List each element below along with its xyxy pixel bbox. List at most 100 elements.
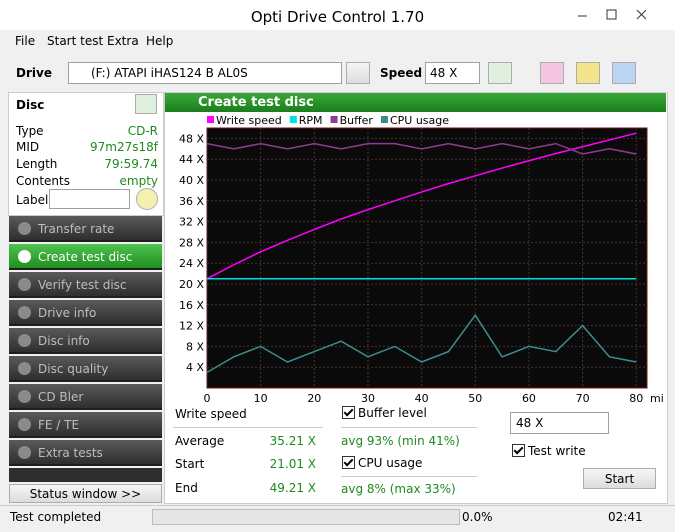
legend-label: RPM <box>299 114 323 127</box>
y-tick-label: 48 X <box>179 132 204 145</box>
separator <box>173 427 323 428</box>
x-tick-label: 80 <box>629 392 643 404</box>
menu-item[interactable]: File <box>15 34 36 48</box>
legend-swatch <box>207 116 214 123</box>
erase-button[interactable] <box>540 62 564 84</box>
nav-text[interactable]: Drive info <box>38 306 97 320</box>
x-tick-label: 30 <box>361 392 375 404</box>
nav-item[interactable]: Disc info <box>9 328 162 354</box>
chart: 4 X 8 X 12 X 16 X 20 X 24 X 28 X 32 X 36 X 40 X 44… <box>179 114 664 404</box>
menu-item[interactable]: Start test <box>47 34 104 48</box>
nav-item[interactable]: Create test disc <box>9 244 162 270</box>
speed-select[interactable]: 48 X <box>510 412 609 434</box>
y-tick-label: 4 X <box>186 361 204 374</box>
progress-bar <box>152 509 460 525</box>
stat-value: 35.21 X <box>269 434 316 448</box>
y-tick-label: 8 X <box>186 340 204 353</box>
close[interactable] <box>636 9 647 20</box>
legend-label: Buffer <box>340 114 374 127</box>
stat-label: Average <box>175 434 225 448</box>
nav-text[interactable]: Disc quality <box>38 362 109 376</box>
field-value: 97m27s18f <box>90 140 158 154</box>
y-tick-label: 40 X <box>179 174 204 187</box>
speed-select[interactable]: 48 X <box>425 62 480 84</box>
eject-button[interactable] <box>346 62 370 84</box>
settings-button[interactable] <box>576 62 600 84</box>
y-tick-label: 36 X <box>179 195 204 208</box>
y-tick-label: 28 X <box>179 236 204 249</box>
progress-text: 0.0% <box>462 510 493 524</box>
x-tick-label: 20 <box>307 392 321 404</box>
field-value: empty <box>119 174 159 188</box>
y-tick-label: 24 X <box>179 257 204 270</box>
plot-area <box>206 127 648 389</box>
x-tick-label: 10 <box>254 392 268 404</box>
status-text: Test completed <box>10 510 102 524</box>
field-value: 79:59.74 <box>104 157 158 171</box>
legend-label: CPU usage <box>390 114 449 127</box>
series-line <box>206 132 637 280</box>
field-label: Contents <box>16 174 70 188</box>
series-line <box>206 142 637 155</box>
window-controls[interactable] <box>560 0 675 30</box>
menu-item[interactable]: Help <box>146 34 174 48</box>
status-window-button[interactable]: Status window >> <box>9 484 162 503</box>
nav-item[interactable]: CD Bler <box>9 384 162 410</box>
nav-item[interactable]: FE / TE <box>9 412 162 438</box>
checkbox-label[interactable]: Test write <box>528 444 586 458</box>
legend-swatch <box>289 116 297 123</box>
stat-label: Start <box>175 457 205 471</box>
nav-text[interactable]: CD Bler <box>38 390 84 404</box>
field-label: Length <box>16 157 58 171</box>
panel-title: Create test disc <box>165 93 666 112</box>
nav-item[interactable]: Drive info <box>9 300 162 326</box>
nav-item[interactable]: Disc quality <box>9 356 162 382</box>
checkbox-label[interactable]: Buffer level <box>358 406 427 420</box>
label-input[interactable] <box>49 189 130 209</box>
field-value: CD-R <box>127 124 158 138</box>
y-tick-label: 44 X <box>179 153 204 166</box>
disc-title: Disc <box>16 98 45 112</box>
x-tick-label: 70 <box>576 392 590 404</box>
nav-text[interactable]: Verify test disc <box>38 278 127 292</box>
drive-label: Drive <box>16 66 52 80</box>
y-tick-label: 20 X <box>179 278 204 291</box>
time-text: 02:41 <box>608 510 643 524</box>
label-button[interactable] <box>136 188 158 210</box>
nav-item[interactable]: Extra tests <box>9 440 162 466</box>
nav-text[interactable]: FE / TE <box>38 418 80 432</box>
nav-item[interactable]: Transfer rate <box>9 216 162 242</box>
checkbox[interactable] <box>342 456 355 469</box>
nav-text[interactable]: Create test disc <box>38 250 133 264</box>
title-bar <box>0 0 675 30</box>
stats-title: Write speed <box>175 407 247 421</box>
legend-swatch <box>380 116 388 123</box>
checkbox[interactable] <box>342 406 355 419</box>
separator <box>341 476 477 477</box>
refresh-button[interactable] <box>488 62 512 84</box>
drive-select[interactable]: (F:) ATAPI iHAS124 B AL0S <box>68 62 342 84</box>
x-tick-label: 50 <box>468 392 482 404</box>
y-tick-label: 16 X <box>179 299 204 312</box>
buffer-avg: avg 93% (min 41%) <box>341 434 460 448</box>
maximize[interactable] <box>606 9 617 20</box>
x-axis-label: min <box>650 392 664 404</box>
nav-text[interactable]: Transfer rate <box>38 222 115 236</box>
cpu-avg: avg 8% (max 33%) <box>341 482 456 496</box>
start-button[interactable]: Start <box>583 468 656 489</box>
stat-value: 49.21 X <box>269 481 316 495</box>
checkbox[interactable] <box>512 444 525 457</box>
speed-label: Speed <box>380 66 423 80</box>
y-tick-label: 12 X <box>179 320 204 333</box>
x-tick-label: 60 <box>522 392 536 404</box>
window-title: Opti Drive Control 1.70 <box>250 8 425 26</box>
checkbox-label[interactable]: CPU usage <box>358 456 423 470</box>
nav-item[interactable]: Verify test disc <box>9 272 162 298</box>
disc-refresh[interactable] <box>135 94 157 114</box>
legend-label: Write speed <box>216 114 282 127</box>
nav-text[interactable]: Extra tests <box>38 446 103 460</box>
nav-text[interactable]: Disc info <box>38 334 90 348</box>
menu-item[interactable]: Extra <box>107 34 139 48</box>
save-button[interactable] <box>612 62 636 84</box>
